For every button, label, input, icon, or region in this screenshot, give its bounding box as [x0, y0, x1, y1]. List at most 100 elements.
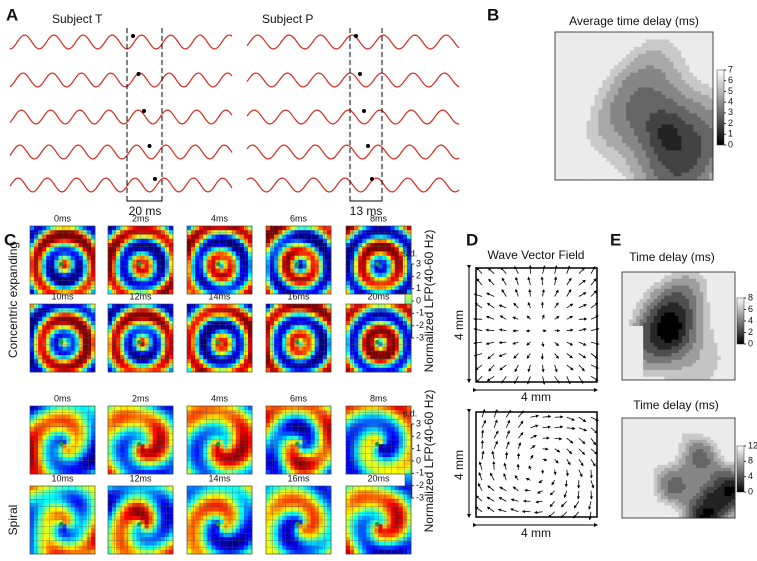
contour-cell [710, 480, 715, 485]
contour-cell [678, 446, 683, 450]
contour-cell [643, 322, 648, 327]
contour-cell [717, 299, 722, 303]
colorbar-tick-label: -3 [416, 492, 424, 502]
contour-cell [677, 57, 682, 62]
contour-cell [622, 83, 627, 88]
contour-cell [667, 508, 672, 513]
contour-cell [667, 332, 672, 337]
contour-cell [706, 285, 711, 290]
contour-cell [657, 433, 662, 438]
contour-cell [566, 143, 572, 148]
contour-cell [703, 449, 708, 453]
heatmap-cell [140, 260, 145, 265]
contour-cell [582, 76, 587, 81]
contour-cell [625, 366, 630, 371]
contour-cell [649, 98, 655, 103]
contour-cell [697, 113, 702, 118]
heatmap-cell [42, 251, 47, 257]
contour-cell [594, 154, 599, 159]
contour-cell [710, 359, 715, 364]
contour-cell [692, 514, 697, 519]
contour-cell [685, 143, 690, 148]
contour-cell [594, 98, 599, 103]
contour-cell [703, 443, 708, 447]
contour-cell [727, 326, 732, 330]
contour-cell [731, 315, 736, 320]
contour-cell [706, 514, 711, 519]
contour-cell [705, 50, 710, 55]
contour-cell [646, 424, 651, 428]
contour-cell [717, 329, 722, 334]
contour-cell [667, 278, 672, 283]
contour-cell [674, 471, 679, 475]
contour-cell [689, 477, 694, 481]
contour-cell [706, 455, 711, 460]
contour-cell [692, 439, 697, 444]
heatmap-cell [50, 277, 55, 282]
contour-cell [696, 486, 701, 491]
contour-cell [646, 493, 651, 497]
heatmap-cell [168, 251, 174, 257]
contour-cell [710, 309, 715, 313]
heatmap-cell [42, 268, 47, 274]
contour-cell [682, 452, 686, 456]
heatmap-cell [278, 281, 283, 286]
contour-cell [689, 117, 694, 122]
contour-cell [699, 356, 704, 361]
contour-cell [699, 436, 704, 441]
contour-cell [618, 120, 623, 125]
contour-cell [622, 446, 626, 450]
contour-cell [703, 468, 708, 472]
heatmap-cell [326, 226, 332, 231]
contour-cell [602, 165, 607, 170]
heatmap-cell [152, 277, 158, 282]
contour-cell [657, 168, 663, 173]
contour-cell [645, 117, 651, 122]
contour-cell [657, 292, 662, 297]
contour-cell [665, 98, 670, 103]
contour-cell [689, 65, 694, 70]
contour-cell [731, 299, 736, 303]
contour-cell [671, 315, 676, 320]
heatmap-cell [50, 264, 55, 269]
contour-cell [720, 480, 725, 485]
heatmap-cell [306, 251, 311, 257]
contour-cell [671, 424, 676, 428]
contour-cell [618, 128, 623, 133]
contour-cell [570, 54, 576, 59]
contour-cell [643, 430, 648, 435]
contour-cell [618, 61, 623, 66]
contour-cell [606, 32, 611, 37]
contour-cell [639, 471, 644, 475]
contour-cell [657, 285, 662, 290]
contour-cell [574, 72, 580, 77]
contour-cell [705, 61, 710, 66]
heatmap-cell [302, 243, 307, 248]
contour-cell [706, 430, 711, 435]
contour-cell [639, 418, 644, 422]
heatmap-cell [362, 281, 367, 286]
contour-cell [677, 157, 682, 162]
contour-cell [641, 72, 647, 77]
contour-cell [618, 143, 623, 148]
contour-cell [689, 91, 694, 96]
contour-cell [625, 433, 630, 438]
contour-cell [717, 477, 722, 481]
contour-cell [629, 514, 633, 519]
heatmap-cell [382, 226, 387, 231]
contour-cell [602, 91, 607, 96]
contour-cell [632, 511, 637, 516]
contour-cell [636, 288, 641, 293]
contour-cell [661, 146, 666, 151]
contour-cell [590, 150, 595, 155]
contour-cell [574, 176, 580, 181]
contour-cell [669, 143, 674, 148]
contour-cell [602, 98, 607, 103]
contour-cell [643, 499, 648, 503]
contour-cell [671, 499, 676, 503]
contour-cell [650, 436, 655, 441]
contour-cell [713, 436, 718, 441]
contour-cell [685, 146, 690, 151]
contour-cell [590, 87, 595, 92]
heatmap-cell [306, 289, 311, 295]
